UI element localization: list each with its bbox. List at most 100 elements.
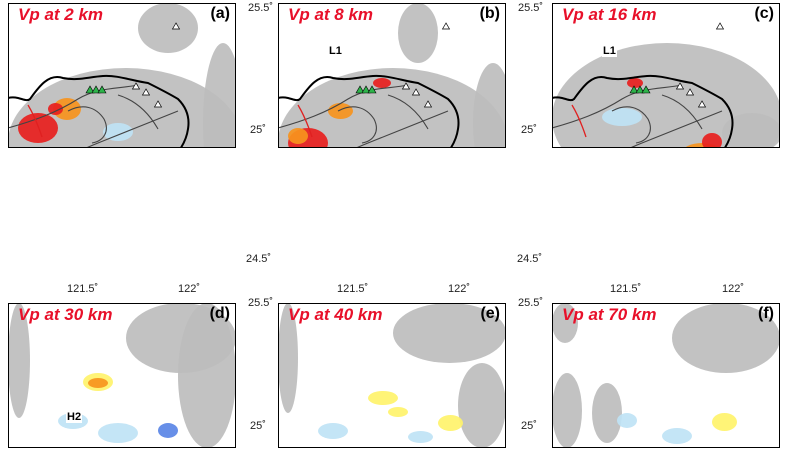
velocity-anomaly [53, 98, 81, 120]
velocity-anomaly [8, 68, 236, 148]
panel-frame [8, 3, 236, 148]
velocity-anomaly [158, 423, 178, 438]
map-e [278, 303, 506, 448]
geologic-boundary [661, 94, 703, 130]
velocity-anomaly [722, 113, 780, 148]
panel-label: (f) [758, 305, 774, 322]
velocity-anomaly [408, 431, 433, 443]
velocity-anomaly [318, 423, 348, 439]
velocity-anomaly [48, 103, 63, 115]
panel-frame [278, 3, 506, 148]
lat-tick: 25.5˚ [518, 2, 544, 14]
map-f [552, 303, 780, 448]
panel-title: Vp at 16 km [562, 5, 657, 24]
lat-tick: 25˚ [521, 124, 537, 136]
lat-tick: 25˚ [521, 420, 537, 432]
lon-tick: 121.5˚ [67, 283, 99, 295]
volcano-marker [641, 85, 651, 94]
map-d [8, 303, 236, 448]
lon-tick: 121.5˚ [610, 283, 642, 295]
velocity-anomaly [393, 303, 506, 363]
geologic-boundary [611, 106, 651, 144]
station-marker [411, 88, 421, 96]
panel-f: Vp at 70 km (f) [552, 303, 780, 448]
map-a [8, 3, 236, 148]
map-c [552, 3, 780, 148]
annotation-h2: H2 [66, 411, 83, 423]
velocity-anomaly [712, 413, 737, 431]
panel-frame [552, 3, 780, 148]
panel-frame [278, 303, 506, 448]
panel-e: Vp at 40 km (e) [278, 303, 506, 448]
station-marker [423, 100, 433, 108]
map-b [278, 3, 506, 148]
geologic-boundary [84, 110, 179, 148]
station-marker [131, 82, 141, 90]
lat-tick: 25.5˚ [518, 297, 544, 309]
panel-a: Vp at 2 km (a) L4 [8, 3, 236, 148]
velocity-anomaly [8, 303, 30, 418]
fault-line [297, 104, 313, 138]
velocity-anomaly [178, 303, 236, 448]
velocity-anomaly [458, 363, 506, 448]
velocity-anomaly [138, 3, 198, 53]
lat-tick: 25.5˚ [248, 2, 274, 14]
lon-tick: 122˚ [722, 283, 745, 295]
volcano-marker [355, 85, 365, 94]
annotation-l1: L1 [328, 45, 343, 57]
geologic-boundary [278, 84, 409, 129]
station-marker [715, 22, 725, 30]
volcano-marker [91, 85, 101, 94]
lon-tick: 122˚ [448, 283, 471, 295]
velocity-anomaly [203, 43, 236, 148]
volcano-marker [361, 85, 371, 94]
geologic-boundary [337, 106, 377, 144]
geologic-boundary [117, 94, 159, 130]
geologic-boundary [67, 106, 107, 144]
velocity-anomaly [592, 383, 622, 443]
station-marker [171, 22, 181, 30]
geologic-boundary [552, 84, 683, 129]
fault-line [571, 104, 587, 138]
coastline [552, 74, 734, 148]
velocity-anomaly [288, 128, 308, 144]
velocity-anomaly [388, 407, 408, 417]
lat-tick: 25˚ [250, 420, 266, 432]
panel-title: Vp at 40 km [288, 305, 383, 324]
velocity-anomaly [662, 428, 692, 444]
volcano-marker [635, 85, 645, 94]
volcano-marker [97, 85, 107, 94]
velocity-anomaly [328, 103, 353, 119]
velocity-anomaly [373, 78, 391, 88]
panel-title: Vp at 30 km [18, 305, 113, 324]
coastline [278, 74, 460, 148]
station-marker [401, 82, 411, 90]
panel-label: (b) [479, 5, 500, 22]
velocity-anomaly [552, 373, 582, 448]
lon-tick: 121.5˚ [337, 283, 369, 295]
station-marker [441, 22, 451, 30]
velocity-anomaly [617, 413, 637, 428]
station-marker [141, 88, 151, 96]
velocity-anomaly [103, 123, 133, 141]
panel-label: (d) [209, 305, 230, 322]
panel-frame [8, 303, 236, 448]
velocity-anomaly [278, 68, 506, 148]
velocity-anomaly [278, 303, 298, 413]
velocity-anomaly [88, 378, 108, 388]
velocity-anomaly [438, 415, 463, 431]
velocity-anomaly [398, 3, 438, 63]
velocity-anomaly [473, 63, 506, 148]
lat-tick: 24.5˚ [517, 253, 543, 265]
panel-b: Vp at 8 km (b) L1 [278, 3, 506, 148]
coastline [8, 74, 190, 148]
velocity-anomaly [627, 78, 643, 88]
velocity-anomaly [602, 108, 642, 126]
velocity-anomaly [368, 391, 398, 405]
geologic-boundary [387, 94, 429, 130]
fault-line [27, 104, 43, 138]
geologic-boundary [354, 110, 449, 148]
geologic-boundary [8, 84, 139, 129]
panel-c: Vp at 16 km (c) L1 [552, 3, 780, 148]
velocity-anomaly [702, 133, 722, 148]
